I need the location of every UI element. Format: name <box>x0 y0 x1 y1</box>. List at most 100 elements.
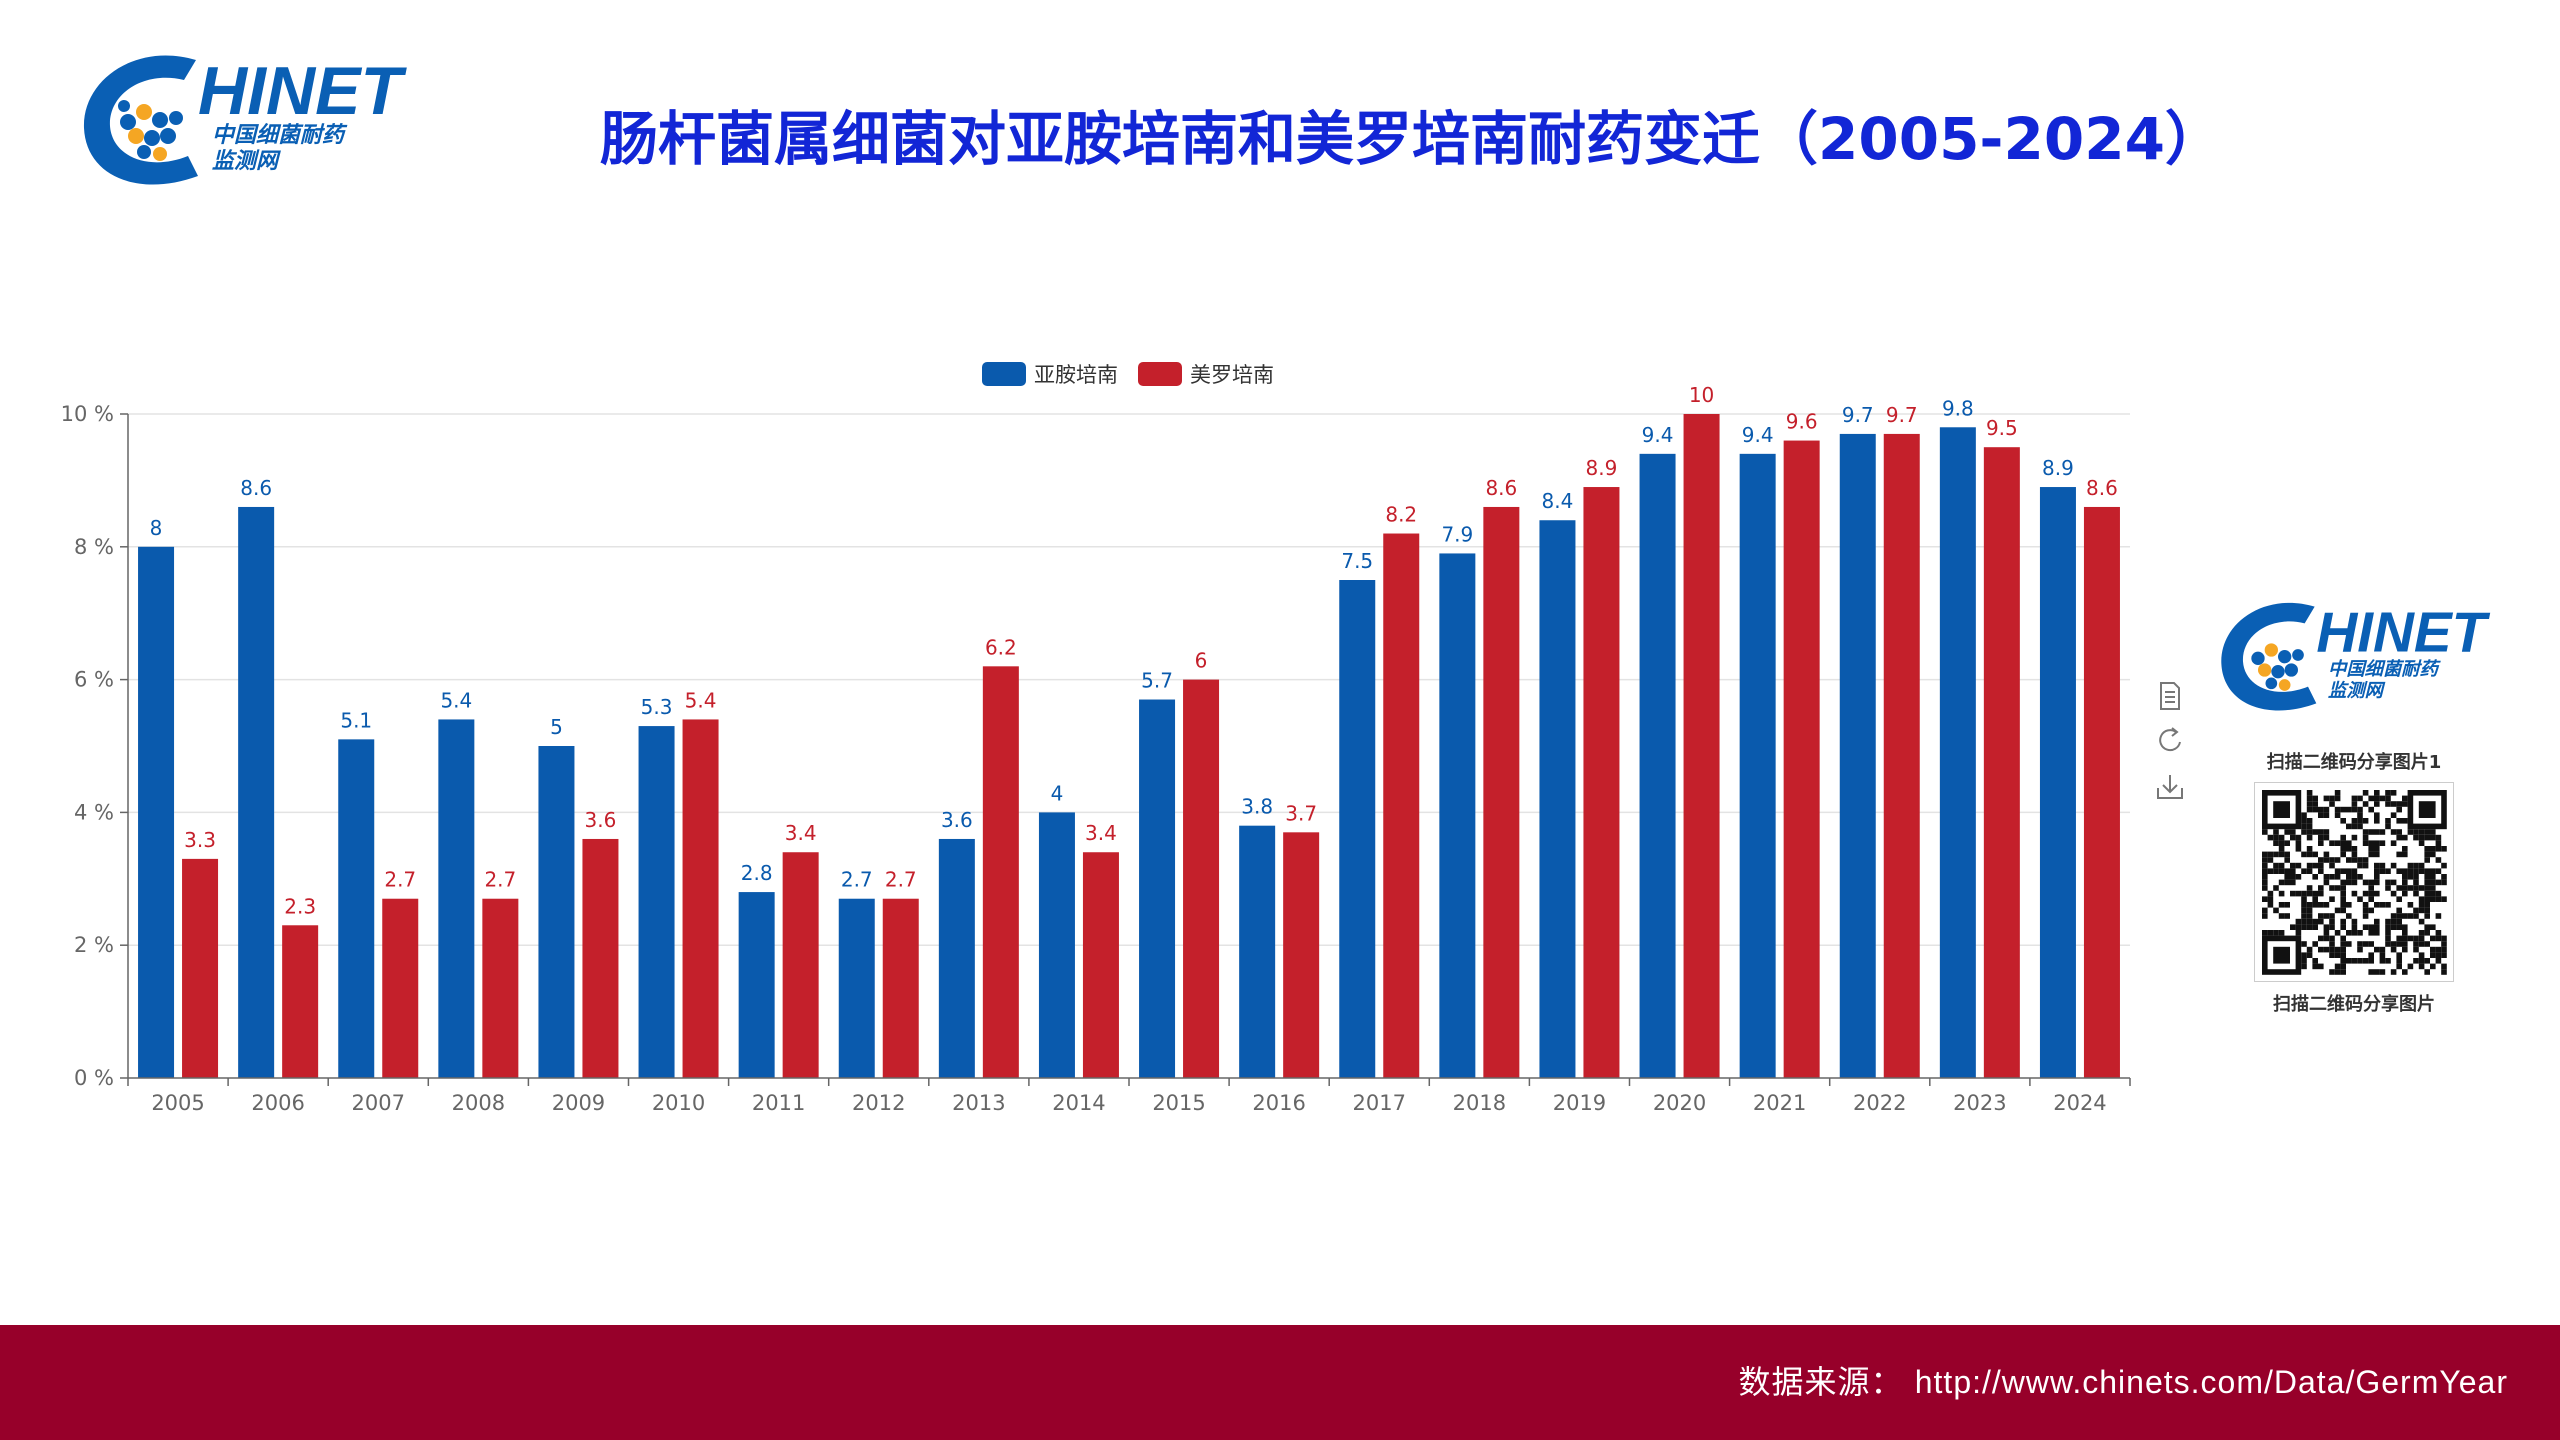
qr-code-graphic <box>2262 790 2447 975</box>
data-label: 6.2 <box>985 635 1017 659</box>
legend-label: 亚胺培南 <box>1034 363 1118 387</box>
bar-meropenem <box>1082 852 1119 1078</box>
x-tick-label: 2019 <box>1553 1091 1606 1115</box>
page-title: 肠杆菌属细菌对亚胺培南和美罗培南耐药变迁（2005-2024） <box>600 105 2223 173</box>
chinet-logo-small-graphic: HINET 中国细菌耐药 监测网 <box>2221 602 2491 711</box>
data-label: 2.7 <box>384 868 416 892</box>
data-label: 2.7 <box>885 868 917 892</box>
logo-word: HINET <box>198 53 407 129</box>
chart-toolbox <box>2152 680 2186 820</box>
data-label: 8.6 <box>240 476 272 500</box>
data-label: 5.4 <box>440 688 472 712</box>
data-label: 8.2 <box>1385 503 1417 527</box>
x-tick-label: 2014 <box>1052 1091 1105 1115</box>
save-image-icon[interactable] <box>2157 775 2183 799</box>
legend-item[interactable]: 美罗培南 <box>1138 362 1274 387</box>
x-tick-label: 2016 <box>1252 1091 1305 1115</box>
bar-imipenem <box>1539 520 1576 1078</box>
bar-meropenem <box>782 852 819 1078</box>
legend-label: 美罗培南 <box>1190 363 1274 387</box>
y-axis: 0 % 2 % 4 % 6 % 8 % 10 % <box>61 402 129 1090</box>
bar-imipenem <box>1038 812 1075 1078</box>
restore-icon[interactable] <box>2159 727 2181 752</box>
bar-meropenem <box>1883 433 1920 1078</box>
y-tick-label: 2 % <box>74 933 114 957</box>
chinet-logo: HINET 中国细菌耐药 监测网 <box>76 40 426 190</box>
bar-imipenem <box>138 546 175 1078</box>
data-label: 3.6 <box>941 808 973 832</box>
qr-code[interactable] <box>2254 782 2454 982</box>
bar-imipenem <box>838 898 875 1078</box>
x-tick-label: 2011 <box>752 1091 805 1115</box>
footer-source-label: 数据来源： <box>1738 1363 1904 1401</box>
data-label: 9.7 <box>1842 403 1874 427</box>
qr-caption-bottom: 扫描二维码分享图片 <box>2273 994 2435 1015</box>
x-tick-label: 2021 <box>1753 1091 1806 1115</box>
bar-meropenem <box>182 858 219 1078</box>
x-axis: 2005 2006 2007 2008 2009 2010 2011 2012 2013 2014… <box>127 1077 2131 1115</box>
data-label: 2.3 <box>284 894 316 918</box>
data-label: 5.1 <box>340 708 372 732</box>
bar-meropenem <box>582 838 619 1078</box>
data-label: 3.7 <box>1285 801 1317 825</box>
bar-meropenem <box>882 898 919 1078</box>
data-label: 3.4 <box>1085 821 1117 845</box>
bar-meropenem <box>1983 447 2020 1078</box>
chart-grid <box>128 413 2130 946</box>
data-label: 3.4 <box>785 821 817 845</box>
bar-meropenem <box>682 719 719 1078</box>
data-label: 8.9 <box>1586 456 1618 480</box>
logo-sub-line1: 中国细菌耐药 <box>212 122 348 148</box>
x-tick-label: 2022 <box>1853 1091 1906 1115</box>
x-tick-label: 2023 <box>1953 1091 2006 1115</box>
x-tick-label: 2013 <box>952 1091 1005 1115</box>
data-label: 9.8 <box>1942 396 1974 420</box>
logo-small-sub-line2: 监测网 <box>2328 681 2386 702</box>
bar-imipenem <box>538 746 575 1078</box>
data-label: 2.7 <box>484 868 516 892</box>
x-tick-label: 2012 <box>852 1091 905 1115</box>
data-label: 9.5 <box>1986 416 2018 440</box>
bar-meropenem <box>382 898 419 1078</box>
bar-meropenem <box>2083 506 2120 1078</box>
x-tick-label: 2020 <box>1653 1091 1706 1115</box>
data-label: 7.5 <box>1341 549 1373 573</box>
bar-meropenem <box>482 898 519 1078</box>
data-label: 9.4 <box>1642 423 1674 447</box>
chart-data-labels: 8 3.3 8.6 2.3 5.1 2.7 5.4 2.7 5 3.6 5.3 5.4 2.8 3.4 2.… <box>150 383 2118 918</box>
data-label: 5.3 <box>641 695 673 719</box>
data-label: 8.6 <box>2086 476 2118 500</box>
y-tick-label: 4 % <box>74 800 114 824</box>
chinet-logo-graphic: HINET 中国细菌耐药 监测网 <box>83 53 407 185</box>
data-label: 8.6 <box>1485 476 1517 500</box>
data-view-icon[interactable] <box>2160 682 2180 710</box>
bar-meropenem <box>1383 533 1420 1078</box>
legend-item[interactable]: 亚胺培南 <box>982 362 1118 387</box>
footer-bar: 数据来源： http://www.chinets.com/Data/GermYe… <box>0 1325 2560 1440</box>
x-tick-label: 2005 <box>151 1091 204 1115</box>
data-label: 9.7 <box>1886 403 1918 427</box>
bar-imipenem <box>1739 453 1776 1079</box>
bar-imipenem <box>1939 427 1976 1078</box>
logo-small-sub-line1: 中国细菌耐药 <box>2328 659 2442 680</box>
bar-meropenem <box>1283 832 1320 1078</box>
x-tick-label: 2015 <box>1152 1091 1205 1115</box>
bar-imipenem <box>1339 580 1376 1078</box>
bar-meropenem <box>282 925 319 1078</box>
data-label: 5.7 <box>1141 669 1173 693</box>
data-label: 8 <box>150 516 163 540</box>
qr-modules <box>2262 790 2447 975</box>
bar-meropenem <box>982 666 1019 1078</box>
logo-small-word: HINET <box>2316 602 2490 665</box>
bar-imipenem <box>438 719 475 1078</box>
legend-swatch <box>982 362 1026 386</box>
footer-source-url[interactable]: http://www.chinets.com/Data/GermYear <box>1914 1364 2508 1400</box>
chart-legend[interactable]: 亚胺培南 美罗培南 <box>982 362 1274 387</box>
bar-imipenem <box>1839 433 1876 1078</box>
data-label: 9.4 <box>1742 423 1774 447</box>
bar-imipenem <box>1139 699 1176 1078</box>
data-label: 3.8 <box>1241 795 1273 819</box>
qr-share: 扫描二维码分享图片1 扫描二维码分享图片 <box>2252 748 2456 1016</box>
bar-meropenem <box>1783 440 1820 1078</box>
data-label: 10 <box>1689 383 1714 407</box>
